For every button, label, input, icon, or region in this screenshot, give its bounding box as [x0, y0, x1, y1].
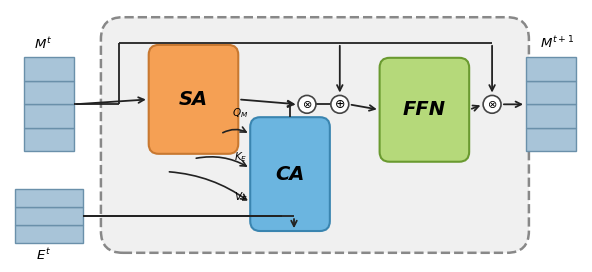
Bar — [24, 104, 74, 128]
Circle shape — [483, 95, 501, 113]
Bar — [526, 57, 575, 81]
Bar — [24, 128, 74, 151]
Text: SA: SA — [179, 90, 208, 109]
Circle shape — [298, 95, 316, 113]
FancyBboxPatch shape — [250, 117, 330, 231]
Text: $\boldsymbol{M^t}$: $\boldsymbol{M^t}$ — [34, 36, 52, 51]
Text: $V_E$: $V_E$ — [234, 190, 247, 204]
Text: $K_E$: $K_E$ — [234, 150, 247, 164]
Bar — [15, 225, 83, 243]
FancyBboxPatch shape — [101, 17, 529, 253]
Bar — [526, 81, 575, 104]
Text: $\boldsymbol{M^{t+1}}$: $\boldsymbol{M^{t+1}}$ — [540, 35, 574, 51]
Text: CA: CA — [275, 165, 305, 184]
Bar — [526, 128, 575, 151]
Text: $\otimes$: $\otimes$ — [487, 99, 497, 110]
FancyBboxPatch shape — [379, 58, 469, 162]
Text: $\otimes$: $\otimes$ — [302, 99, 312, 110]
Text: FFN: FFN — [403, 100, 446, 119]
Bar — [15, 189, 83, 207]
Bar — [526, 104, 575, 128]
Circle shape — [331, 95, 349, 113]
Bar — [24, 57, 74, 81]
Text: $Q_M$: $Q_M$ — [232, 106, 248, 120]
Bar — [15, 207, 83, 225]
Text: $\boldsymbol{E^t}$: $\boldsymbol{E^t}$ — [36, 247, 51, 263]
FancyBboxPatch shape — [149, 45, 238, 154]
Bar — [24, 81, 74, 104]
Text: $\oplus$: $\oplus$ — [334, 98, 346, 111]
